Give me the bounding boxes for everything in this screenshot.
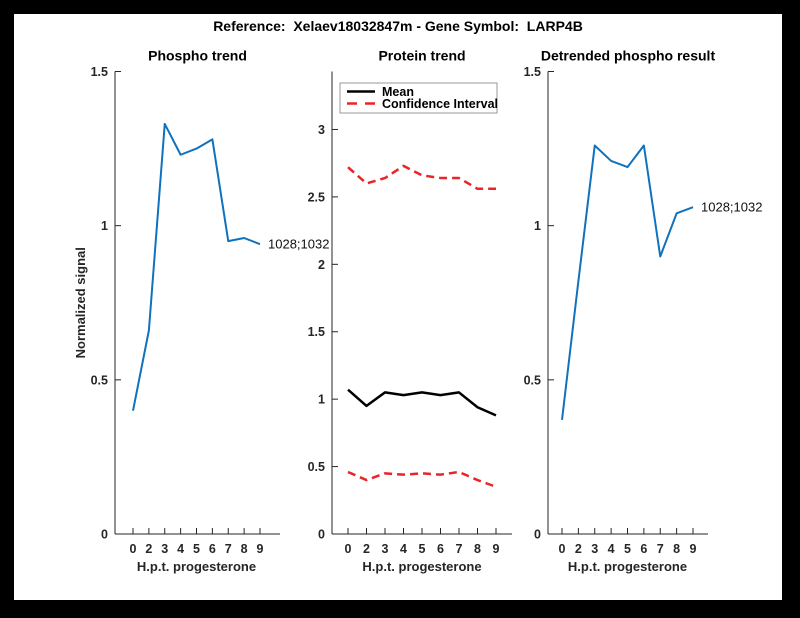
series-line-confidence-interval-upper bbox=[347, 164, 496, 191]
series-end-annotation: 1028;1032 bbox=[701, 200, 762, 215]
chart-title: Detrended phospho result bbox=[541, 48, 716, 64]
x-tick-label: 8 bbox=[474, 542, 481, 556]
y-tick-label: 1.5 bbox=[524, 65, 541, 79]
x-axis-label: H.p.t. progesterone bbox=[568, 559, 687, 574]
x-tick-label: 6 bbox=[209, 542, 216, 556]
y-tick-label: 2 bbox=[318, 258, 325, 272]
x-tick-label: 4 bbox=[177, 542, 184, 556]
x-tick-label: 7 bbox=[657, 542, 664, 556]
x-tick-label: 6 bbox=[437, 542, 444, 556]
y-axis-label: Normalized signal bbox=[73, 247, 88, 358]
x-axis-label: H.p.t. progesterone bbox=[362, 559, 481, 574]
x-tick-label: 5 bbox=[193, 542, 200, 556]
y-tick-label: 1 bbox=[101, 219, 108, 233]
x-tick-label: 9 bbox=[257, 542, 264, 556]
figure-title: Reference: Xelaev18032847m - Gene Symbol… bbox=[213, 18, 583, 34]
chart-title: Phospho trend bbox=[148, 48, 247, 64]
x-tick-label: 5 bbox=[624, 542, 631, 556]
series-line-phospho-signal bbox=[132, 122, 261, 411]
chart-title: Protein trend bbox=[378, 48, 465, 64]
x-tick-label: 4 bbox=[608, 542, 615, 556]
y-tick-label: 1.5 bbox=[308, 325, 325, 339]
figure-canvas: Reference: Xelaev18032847m - Gene Symbol… bbox=[14, 14, 782, 600]
x-tick-label: 3 bbox=[161, 542, 168, 556]
x-tick-label: 8 bbox=[241, 542, 248, 556]
series-line-detrended-phospho-signal bbox=[561, 144, 694, 421]
x-tick-label: 7 bbox=[225, 542, 232, 556]
legend-box bbox=[339, 82, 498, 114]
y-tick-label: 0 bbox=[318, 528, 325, 542]
y-tick-label: 1 bbox=[318, 393, 325, 407]
x-tick-label: 8 bbox=[673, 542, 680, 556]
x-tick-label: 2 bbox=[363, 542, 370, 556]
x-tick-label: 4 bbox=[400, 542, 407, 556]
y-tick-label: 1.5 bbox=[91, 65, 108, 79]
x-tick-label: 9 bbox=[493, 542, 500, 556]
x-tick-label: 3 bbox=[591, 542, 598, 556]
x-tick-label: 6 bbox=[640, 542, 647, 556]
series-line-mean bbox=[347, 388, 497, 417]
y-tick-label: 0 bbox=[101, 528, 108, 542]
legend-label: Mean bbox=[382, 85, 414, 99]
x-tick-label: 5 bbox=[419, 542, 426, 556]
legend-label: Confidence Interval bbox=[382, 97, 498, 111]
x-tick-label: 2 bbox=[145, 542, 152, 556]
series-end-annotation: 1028;1032 bbox=[268, 237, 329, 252]
x-tick-label: 0 bbox=[345, 542, 352, 556]
x-tick-label: 2 bbox=[575, 542, 582, 556]
y-tick-label: 0 bbox=[534, 528, 541, 542]
y-tick-label: 0.5 bbox=[524, 373, 541, 387]
x-tick-label: 9 bbox=[690, 542, 697, 556]
y-tick-label: 2.5 bbox=[308, 190, 325, 204]
x-tick-label: 3 bbox=[382, 542, 389, 556]
x-tick-label: 7 bbox=[456, 542, 463, 556]
y-tick-label: 0.5 bbox=[308, 460, 325, 474]
y-tick-label: 1 bbox=[534, 219, 541, 233]
x-tick-label: 0 bbox=[130, 542, 137, 556]
x-axis-label: H.p.t. progesterone bbox=[137, 559, 256, 574]
y-tick-label: 0.5 bbox=[91, 373, 108, 387]
series-line-confidence-interval-lower bbox=[347, 470, 497, 488]
x-tick-label: 0 bbox=[559, 542, 566, 556]
y-tick-label: 3 bbox=[318, 123, 325, 137]
